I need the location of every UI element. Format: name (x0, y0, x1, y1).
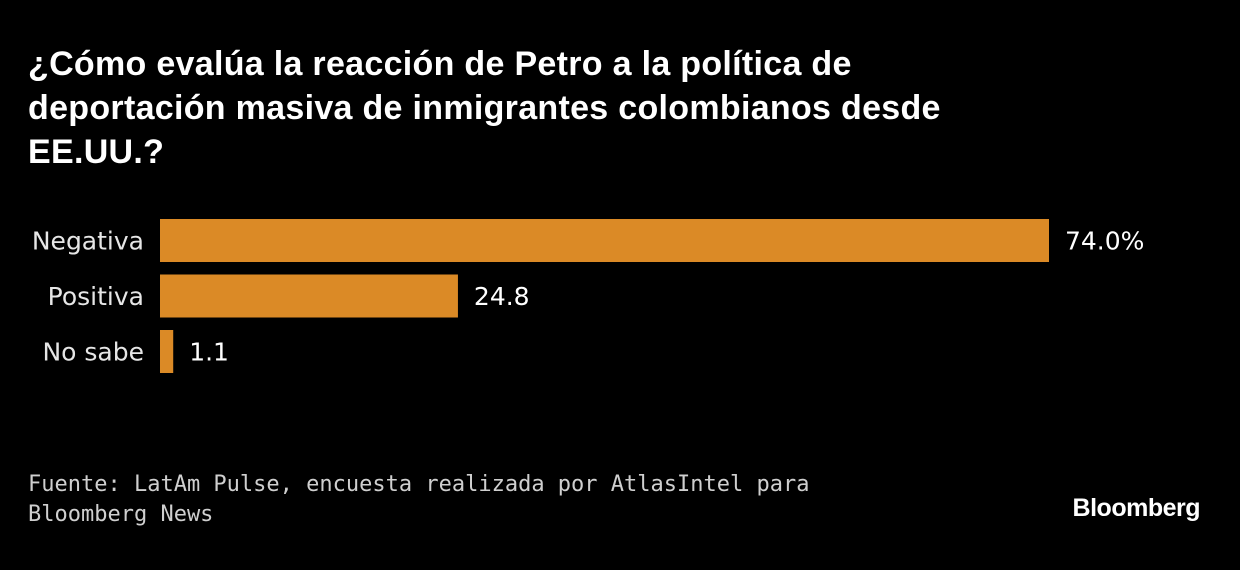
value-label: 24.8 (474, 282, 530, 311)
bloomberg-logo: Bloomberg (1072, 494, 1201, 522)
bar-negativa (160, 219, 1049, 262)
value-label: 74.0% (1065, 227, 1144, 256)
category-label: No sabe (42, 338, 144, 367)
chart-title: ¿Cómo evalúa la reacción de Petro a la p… (28, 45, 941, 171)
bar-positiva (160, 274, 458, 318)
bar-chart: Negativa 74.0% Positiva 24.8 No sabe 1.1 (32, 219, 1144, 373)
category-label: Positiva (48, 282, 144, 311)
bar-no-sabe (160, 330, 174, 373)
source-note: Fuente: LatAm Pulse, encuesta realizada … (28, 472, 810, 527)
value-label: 1.1 (189, 338, 229, 367)
category-label: Negativa (32, 227, 144, 256)
